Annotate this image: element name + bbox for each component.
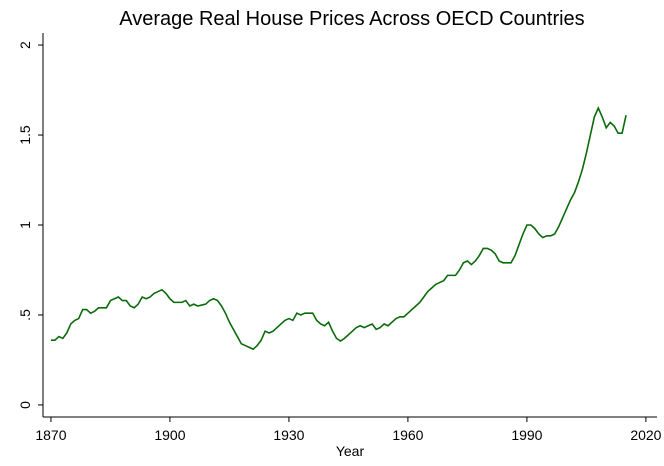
- x-tick-label: 1990: [511, 427, 542, 443]
- y-tick-label: 1: [17, 221, 33, 229]
- chart-title: Average Real House Prices Across OECD Co…: [119, 8, 584, 30]
- y-tick-label: 1.5: [17, 125, 33, 145]
- x-axis-label: Year: [336, 443, 365, 459]
- x-tick-label: 1930: [273, 427, 304, 443]
- x-tick-label: 2020: [630, 427, 661, 443]
- y-tick-label: 0: [17, 401, 33, 409]
- x-tick-label: 1960: [392, 427, 423, 443]
- x-tick-label: 1870: [35, 427, 66, 443]
- y-tick-label: .5: [17, 309, 33, 321]
- x-tick-label: 1900: [154, 427, 185, 443]
- data-line: [50, 106, 627, 351]
- y-tick-label: 2: [17, 41, 33, 49]
